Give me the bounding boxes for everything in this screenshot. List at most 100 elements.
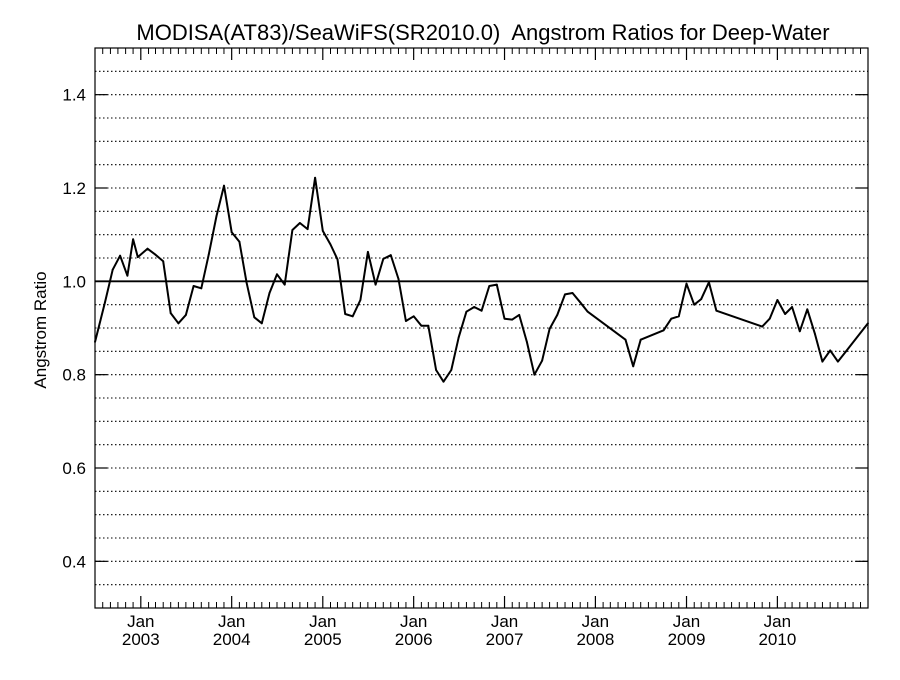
data-point (268, 292, 271, 294)
data-point (586, 310, 589, 313)
data-point (329, 243, 332, 246)
data-point (184, 314, 187, 316)
data-point (495, 283, 498, 286)
data-point (291, 229, 294, 231)
x-tick-year-label: 2009 (668, 630, 706, 649)
data-point (836, 360, 839, 363)
data-point (207, 253, 210, 256)
data-point (154, 253, 157, 256)
data-point (336, 258, 339, 261)
data-point (693, 303, 696, 306)
x-tick-month-label: Jan (400, 612, 427, 631)
x-tick-month-label: Jan (673, 612, 700, 631)
data-point (784, 313, 786, 315)
data-point (488, 285, 491, 287)
data-point (776, 299, 779, 301)
grid-lines (95, 70, 868, 586)
data-point (427, 324, 430, 327)
data-point (761, 325, 764, 328)
data-point (632, 365, 635, 368)
data-point (829, 349, 832, 352)
x-tick-month-label: Jan (127, 612, 154, 631)
data-point (708, 281, 710, 284)
data-point (435, 369, 437, 371)
data-point (397, 278, 400, 280)
data-point (200, 287, 203, 290)
data-point (126, 274, 129, 277)
data-point (321, 230, 324, 232)
axis-ticks (95, 48, 868, 608)
y-tick-label: 0.8 (62, 366, 86, 385)
data-point (420, 324, 423, 327)
x-tick-year-label: 2004 (213, 630, 251, 649)
chart-title: MODISA(AT83)/SeaWiFS(SR2010.0) Angstrom … (136, 20, 829, 45)
data-point (192, 285, 195, 287)
x-tick-year-label: 2010 (758, 630, 796, 649)
data-point (260, 322, 263, 325)
data-point (579, 301, 582, 304)
data-point (351, 315, 354, 318)
data-point (473, 306, 476, 308)
data-point (283, 283, 286, 286)
data-point (821, 360, 824, 363)
data-point (230, 231, 233, 234)
x-tick-month-label: Jan (764, 612, 791, 631)
data-point (245, 281, 248, 284)
data-point (238, 240, 241, 243)
data-point (814, 333, 816, 335)
data-point (119, 254, 122, 257)
y-tick-label: 1.4 (62, 86, 86, 105)
data-point (136, 256, 139, 258)
data-point (662, 329, 665, 332)
y-tick-label: 1.0 (62, 272, 86, 291)
x-tick-year-label: 2006 (395, 630, 433, 649)
data-point (215, 215, 218, 217)
data-point (465, 310, 468, 313)
series-line (94, 176, 869, 383)
data-point (132, 238, 134, 241)
data-point (480, 309, 483, 312)
data-point (700, 298, 703, 300)
y-tick-label: 1.2 (62, 179, 86, 198)
data-point (253, 316, 256, 319)
plot-frame (94, 47, 869, 609)
x-tick-year-label: 2007 (486, 630, 524, 649)
data-point (382, 258, 385, 260)
data-point (844, 351, 847, 354)
data-point (768, 317, 771, 320)
data-point (685, 282, 688, 285)
data-point (374, 283, 377, 286)
x-tick-month-label: Jan (582, 612, 609, 631)
data-point (298, 222, 301, 224)
data-point (442, 380, 445, 383)
data-point (457, 336, 460, 339)
x-tick-labels: Jan2003Jan2004Jan2005Jan2006Jan2007Jan20… (122, 612, 796, 649)
x-tick-year-label: 2008 (576, 630, 614, 649)
y-tick-label: 0.4 (62, 552, 86, 571)
data-point (344, 313, 347, 315)
data-point (791, 306, 793, 308)
data-point (677, 315, 680, 318)
data-point (571, 292, 574, 294)
data-point (541, 359, 544, 362)
x-tick-month-label: Jan (491, 612, 518, 631)
data-point (503, 317, 506, 320)
data-point (359, 299, 362, 301)
data-point (564, 293, 566, 296)
data-point (450, 369, 453, 371)
data-point (405, 320, 407, 322)
data-point (177, 322, 180, 325)
data-point (715, 309, 718, 312)
x-tick-month-label: Jan (218, 612, 245, 631)
data-point (556, 314, 559, 316)
x-tick-month-label: Jan (309, 612, 336, 631)
data-point (146, 247, 149, 250)
data-point (169, 312, 172, 314)
data-point (624, 338, 627, 341)
data-point (104, 301, 106, 304)
data-point (806, 308, 809, 311)
y-tick-label: 0.6 (62, 459, 86, 478)
data-point (639, 338, 642, 341)
